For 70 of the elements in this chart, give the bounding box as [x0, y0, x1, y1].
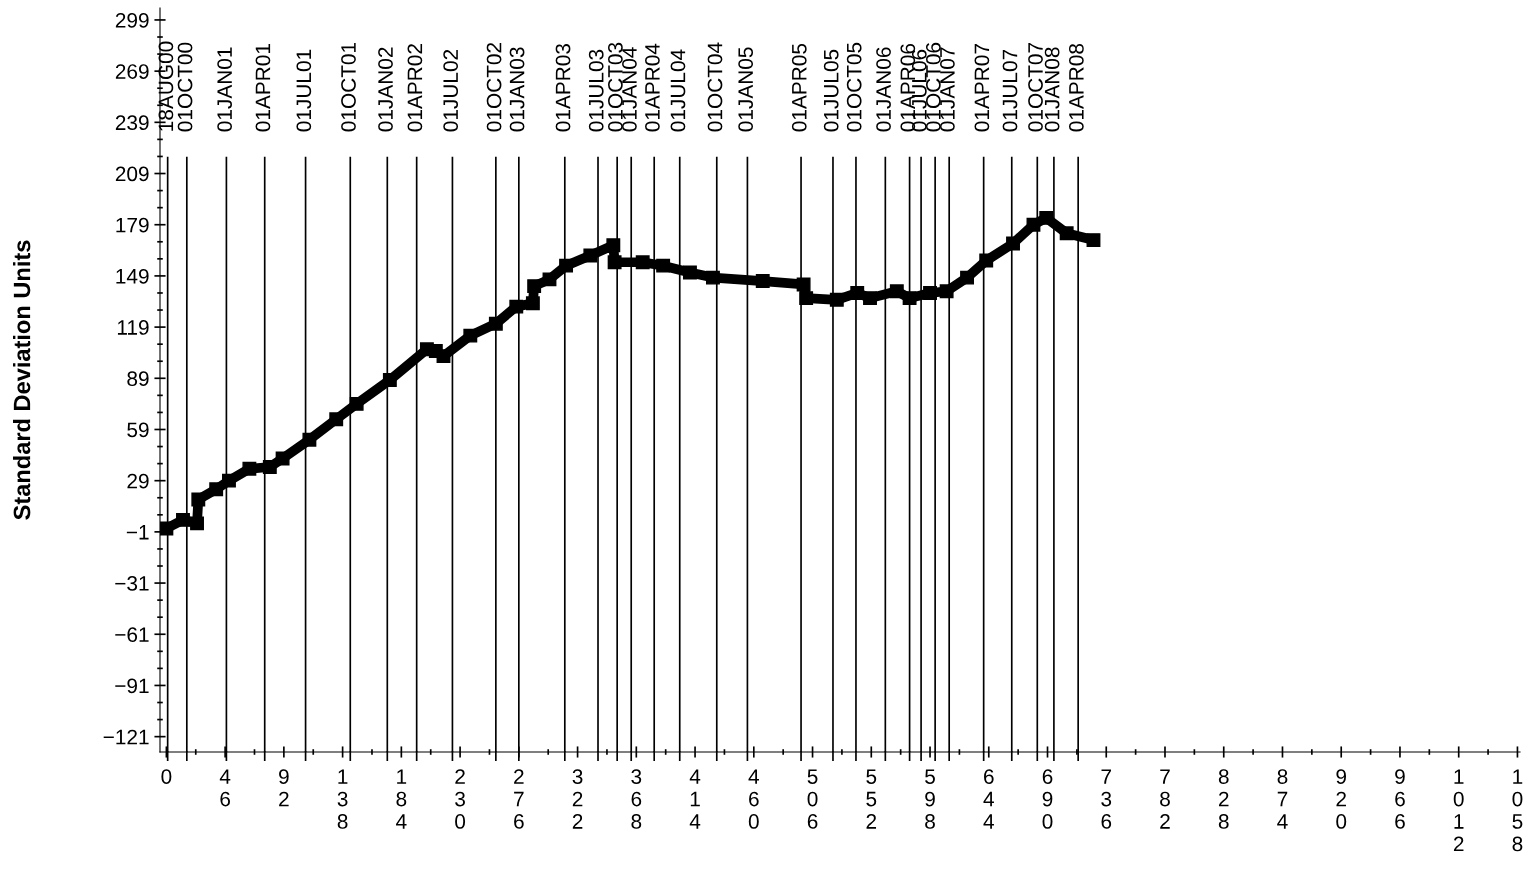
x-tick-label: 3 6 8 — [631, 769, 642, 829]
x-tick-label: 9 6 6 — [1395, 769, 1405, 829]
x-tick-label: 4 6 — [219, 769, 231, 807]
ref-line-label: 01JAN02 — [378, 47, 393, 132]
x-tick-label: 9 2 — [279, 769, 289, 807]
x-tick-label: 2 3 0 — [455, 769, 466, 829]
ref-line-label: 01JUL02 — [443, 49, 459, 132]
y-tick-label: 209 — [115, 166, 149, 182]
ref-line-label: 01OCT07 — [1028, 42, 1043, 132]
x-tick-label: 8 7 4 — [1277, 769, 1288, 829]
y-tick-label: 119 — [117, 320, 149, 335]
ref-line-label: 01JUL07 — [1002, 49, 1018, 132]
x-tick-label: 6 4 4 — [983, 769, 994, 829]
ref-line-label: 01OCT04 — [707, 42, 723, 132]
y-tick-label: 59 — [127, 422, 149, 438]
x-tick-label: 8 2 8 — [1218, 769, 1229, 829]
ref-line-label: 01JUL01 — [296, 49, 312, 132]
x-tick-label: 5 9 8 — [925, 769, 935, 829]
ref-line-label: 01OCT02 — [486, 42, 502, 132]
y-tick-label: 29 — [127, 473, 149, 489]
ref-line-label: 01OCT00 — [177, 42, 193, 132]
ref-line-label: 01JAN03 — [509, 47, 525, 132]
y-tick-label: −61 — [115, 627, 149, 643]
ref-line-label: 01JUL04 — [670, 49, 686, 132]
ref-line-label: 01JAN01 — [217, 47, 232, 132]
ref-line-label: 01APR03 — [555, 43, 571, 132]
x-tick-label: 9 2 0 — [1336, 769, 1347, 829]
ref-line-label: 01JUL05 — [823, 49, 839, 132]
x-tick-label: 1 8 4 — [396, 769, 407, 829]
ref-line-label: 18AUG00 — [158, 41, 174, 131]
ref-line-label: 01JAN04 — [622, 47, 637, 132]
x-tick-label: 1 0 1 2 — [1453, 769, 1464, 852]
y-tick-label: −91 — [115, 678, 149, 694]
ref-line-label: 01OCT03 — [608, 42, 623, 132]
x-tick-label: 1 0 5 8 — [1512, 769, 1523, 852]
ref-line-label: 01APR04 — [645, 43, 660, 132]
ref-line-label: 01JAN05 — [738, 47, 754, 132]
ref-line-label: 01APR07 — [974, 44, 990, 132]
y-axis-title: Standard Deviation Units — [13, 240, 31, 520]
x-tick-label: 4 6 0 — [748, 769, 759, 829]
ref-line-label: 01APR08 — [1069, 43, 1084, 132]
x-tick-label: 5 0 6 — [807, 769, 818, 829]
y-tick-label: −31 — [115, 576, 149, 591]
x-tick-label: 5 5 2 — [866, 769, 877, 829]
y-tick-label: 179 — [116, 217, 149, 233]
x-tick-label: 7 8 2 — [1160, 769, 1170, 829]
y-tick-label: 299 — [115, 12, 149, 28]
ref-line-label: 01APR01 — [255, 44, 271, 132]
ref-line-label: 01OCT01 — [341, 42, 356, 132]
ref-line-label: 01OCT05 — [846, 42, 862, 132]
y-tick-label: 239 — [115, 115, 149, 131]
x-tick-label: 4 1 4 — [689, 769, 701, 829]
ref-line-label: 01JAN06 — [876, 47, 891, 132]
ref-line-label: 01JAN08 — [1044, 47, 1060, 132]
x-tick-label: 7 3 6 — [1101, 769, 1112, 829]
y-tick-label: 149 — [116, 268, 149, 284]
ref-line-label: 01APR02 — [407, 44, 423, 132]
x-tick-label: 2 7 6 — [514, 769, 524, 829]
ref-line-label: 01OCT06 — [925, 42, 941, 132]
ref-line-label: 01JUL03 — [588, 49, 604, 132]
ref-line-label: 01APR05 — [791, 43, 807, 132]
ref-line-label: 01JAN07 — [940, 47, 955, 132]
x-tick-label: 6 9 0 — [1042, 769, 1053, 829]
x-tick-label: 1 3 8 — [337, 769, 348, 829]
y-tick-label: −121 — [103, 729, 149, 745]
y-tick-label: 89 — [127, 371, 149, 387]
y-tick-label: −1 — [126, 525, 149, 540]
x-tick-label: 3 2 2 — [572, 769, 583, 829]
y-tick-label: 269 — [115, 64, 149, 79]
x-tick-label: 0 — [161, 769, 172, 784]
